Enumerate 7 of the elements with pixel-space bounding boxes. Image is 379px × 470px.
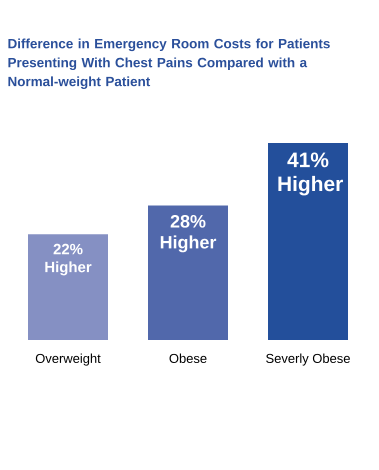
data-label: 41% Higher (278, 152, 343, 196)
x-tick-label: Overweight (36, 354, 101, 366)
chart-title: Difference in Emergency Room Costs for Patients Presenting With Chest Pains Compared with a Normal-weight Patient (8, 38, 330, 89)
data-label: 28% Higher (160, 214, 216, 252)
x-tick-label: Severly Obese (266, 354, 350, 366)
data-label: 22% Higher (45, 244, 92, 276)
x-tick-label: Obese (170, 354, 206, 364)
